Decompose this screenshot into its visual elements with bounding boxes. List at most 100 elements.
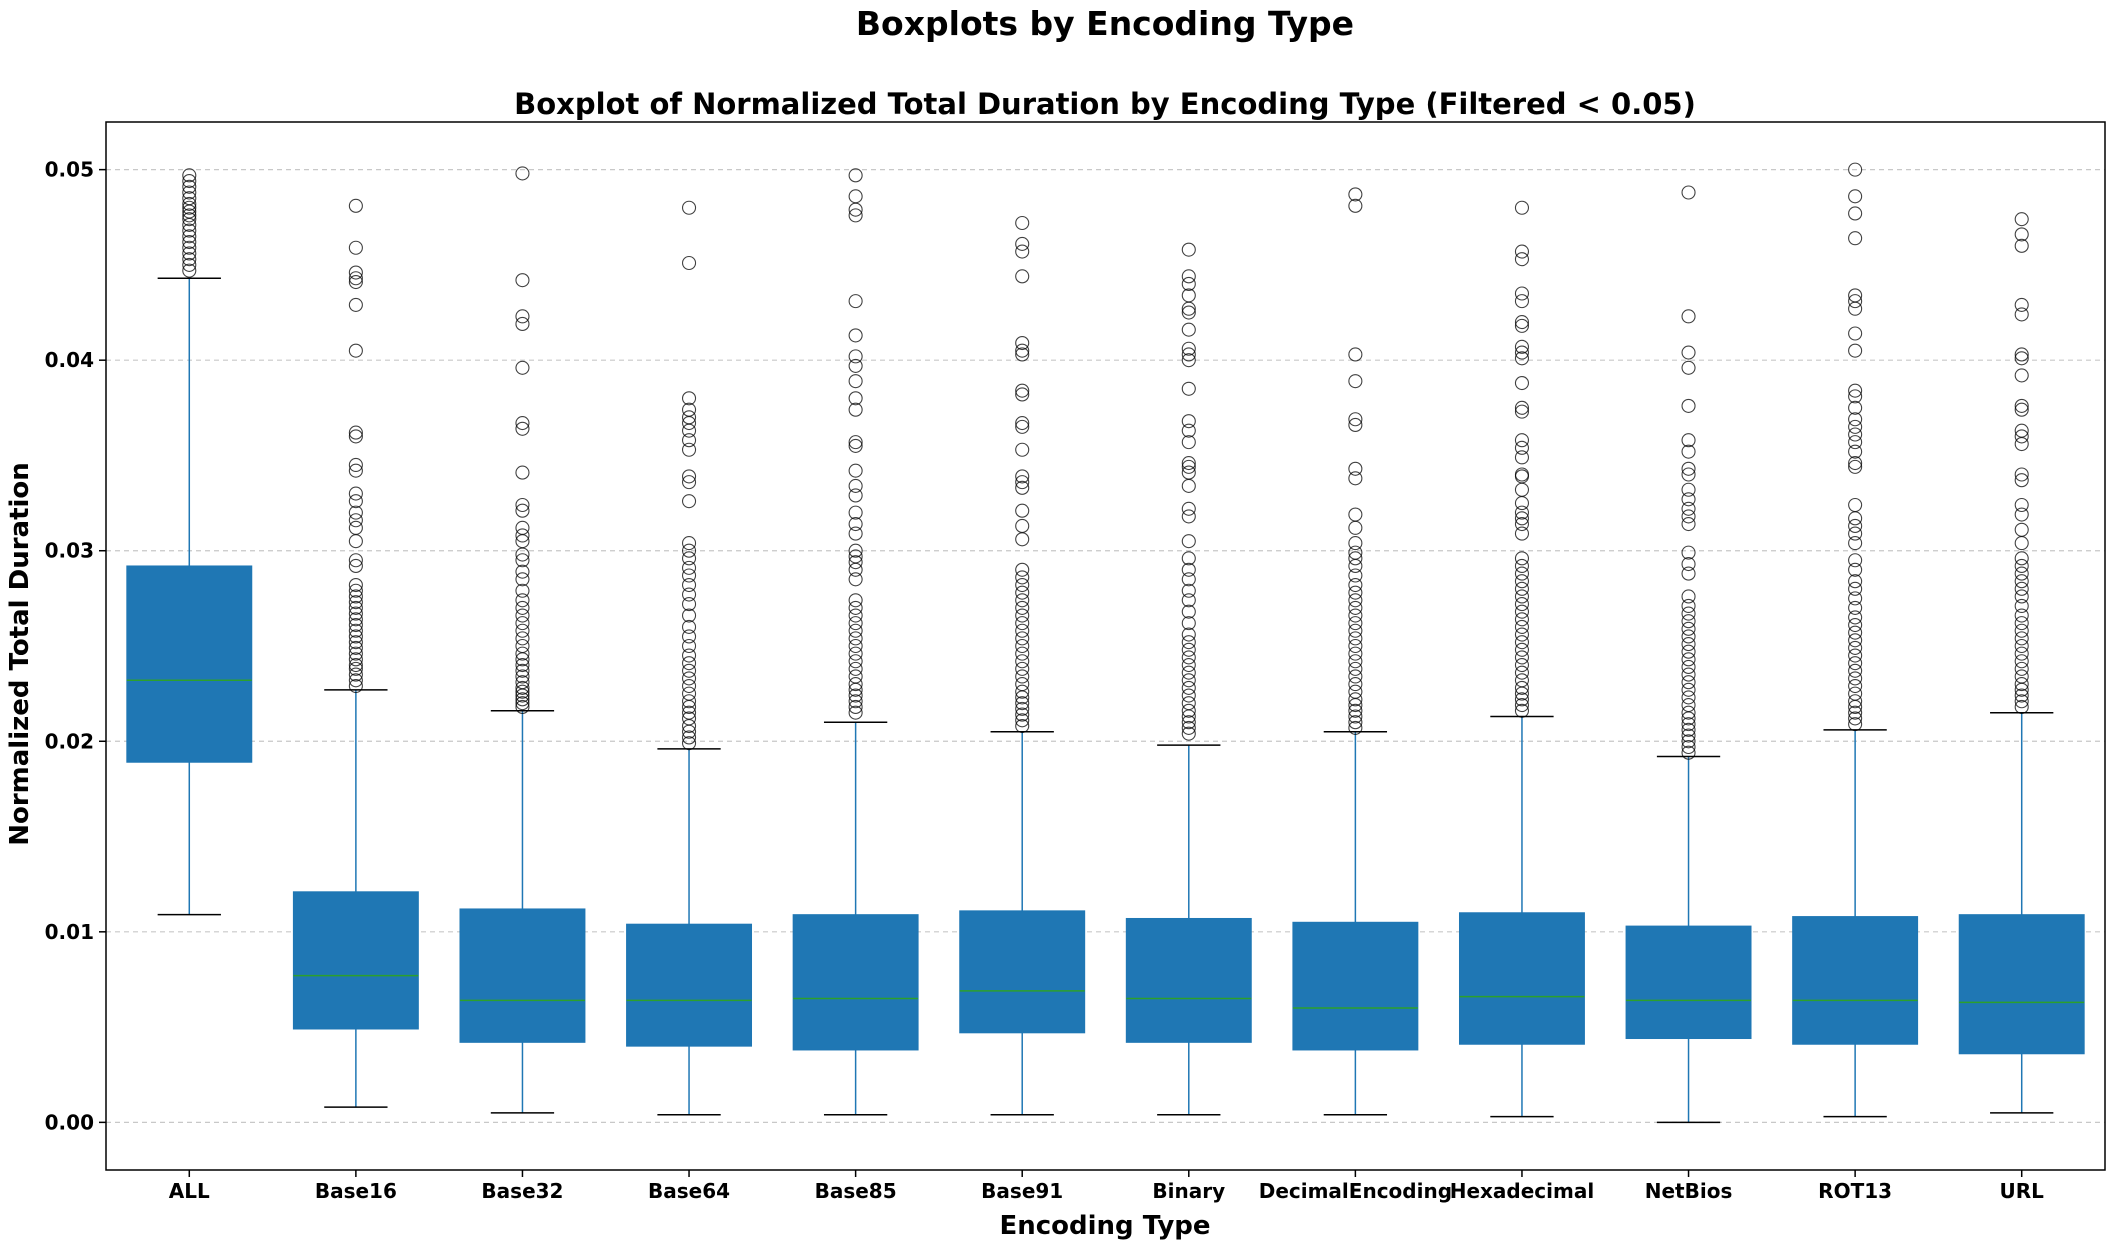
outlier-point (348, 606, 363, 621)
outlier-point (1514, 200, 1530, 215)
outlier-point (848, 349, 863, 364)
outlier-point (1848, 581, 1863, 596)
outlier-point (1848, 610, 1863, 625)
box-group-Base64 (626, 200, 753, 1116)
outlier-point (1514, 698, 1530, 713)
outlier-point (1681, 433, 1696, 448)
outlier-point (1848, 711, 1863, 726)
outlier-point (1681, 667, 1696, 682)
outlier-point (1015, 562, 1030, 577)
y-gridlines (106, 169, 2105, 1123)
outlier-point (1181, 381, 1196, 396)
outlier-point (1848, 625, 1863, 640)
outlier-point (1848, 288, 1863, 303)
outlier-point (1181, 341, 1196, 356)
outlier-point (2014, 616, 2029, 631)
outlier-point (1015, 718, 1030, 734)
outlier-point (515, 572, 530, 587)
outlier-point (681, 730, 697, 745)
outlier-point (348, 652, 363, 667)
outlier-point (848, 688, 863, 703)
outlier-point (1181, 562, 1196, 577)
outlier-point (1681, 682, 1696, 697)
outlier-point (848, 646, 863, 661)
outlier-point (681, 608, 697, 623)
outlier-point (1348, 608, 1363, 623)
iqr-box (1792, 916, 1919, 1045)
outlier-point (1015, 646, 1030, 661)
outlier-point (848, 549, 863, 564)
outlier-point (2014, 638, 2029, 654)
outlier-point (1348, 471, 1363, 486)
outlier-point (681, 736, 697, 751)
y-tick-label: 0.03 (45, 539, 94, 563)
outlier-point (182, 191, 197, 206)
outlier-point (515, 692, 530, 707)
outlier-point (515, 421, 530, 436)
outlier-point (348, 661, 363, 676)
outlier-point (848, 608, 863, 623)
outlier-point (1181, 673, 1196, 688)
outlier-point (1681, 509, 1696, 524)
outlier-point (1181, 583, 1196, 598)
outlier-point (848, 699, 863, 715)
outlier-point (348, 240, 363, 255)
outlier-point (1848, 301, 1863, 316)
outlier-point (1348, 558, 1363, 574)
outlier-point (182, 196, 197, 211)
outlier-point (1015, 684, 1030, 699)
outlier-point (1015, 661, 1030, 676)
outlier-point (515, 663, 530, 678)
outlier-point (515, 631, 530, 646)
outlier-point (348, 658, 363, 673)
outlier-point (1681, 690, 1696, 705)
outlier-point (681, 694, 697, 709)
outlier-point (182, 179, 197, 194)
iqr-box (1458, 912, 1585, 1045)
iqr-box (459, 908, 586, 1043)
x-tick-label: Base85 (815, 1179, 897, 1203)
outlier-point (1015, 244, 1030, 259)
outlier-point (182, 223, 197, 238)
outlier-point (2014, 436, 2029, 452)
outlier-point (1681, 517, 1696, 532)
outlier-point (1015, 623, 1030, 638)
outlier-point (1848, 231, 1863, 246)
outlier-point (1514, 400, 1530, 415)
outlier-point (1181, 627, 1196, 642)
x-tick-label: Base32 (481, 1179, 563, 1203)
y-tick-label: 0.05 (45, 158, 94, 182)
box-group-ROT13 (1792, 162, 1919, 1118)
outlier-point (1514, 658, 1530, 673)
outlier-point (1015, 469, 1030, 484)
outlier-point (515, 680, 530, 695)
outlier-point (1848, 294, 1863, 309)
outlier-point (848, 600, 863, 615)
outlier-point (1681, 606, 1696, 621)
outlier-point (1681, 545, 1696, 560)
outlier-point (1181, 688, 1196, 703)
outlier-point (681, 410, 697, 425)
outlier-point (1514, 650, 1530, 665)
outlier-point (2014, 551, 2029, 566)
outlier-point (1514, 673, 1530, 688)
outlier-point (1681, 598, 1696, 614)
box-group-Base85 (792, 168, 919, 1116)
outlier-point (348, 553, 363, 568)
outlier-point (2014, 398, 2029, 413)
outlier-point (348, 673, 363, 688)
outlier-point (2014, 307, 2029, 322)
outlier-point (1181, 423, 1196, 438)
outlier-point (1348, 347, 1363, 362)
outlier-point (1681, 345, 1696, 360)
outlier-point (515, 465, 530, 480)
outlier-point (2014, 351, 2029, 366)
outlier-point (1848, 497, 1863, 513)
outlier-point (515, 699, 530, 715)
outlier-point (1015, 701, 1030, 716)
outlier-point (681, 711, 697, 726)
outlier-point (1681, 444, 1696, 459)
outlier-point (1514, 505, 1530, 520)
outlier-point (348, 429, 363, 444)
outlier-point (1514, 433, 1530, 448)
